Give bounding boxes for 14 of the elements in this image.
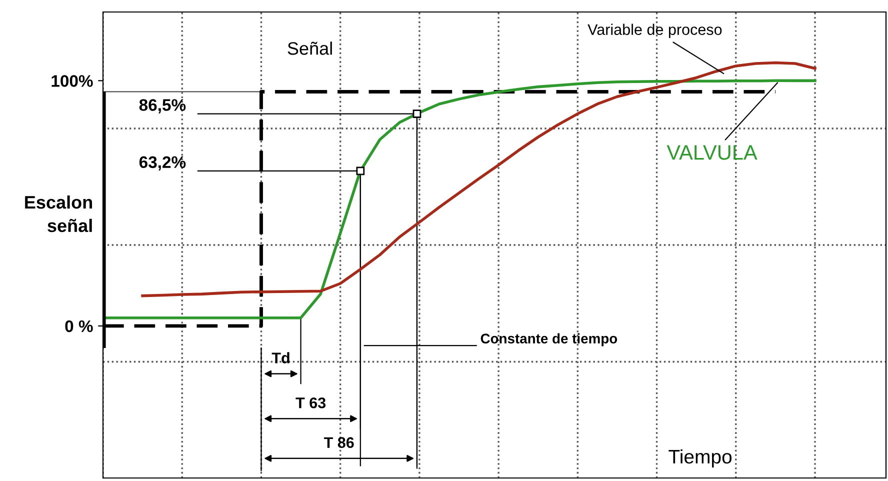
annotation: T 86 bbox=[324, 437, 354, 448]
annotation: Td bbox=[272, 352, 290, 364]
text: VALVULA bbox=[666, 145, 758, 160]
y-axis-title: Escalon señal bbox=[25, 195, 92, 232]
text: Variable de proceso bbox=[588, 24, 722, 38]
ref-line-label: 63,2% bbox=[139, 156, 186, 170]
x-axis-title: Tiempo bbox=[668, 449, 732, 468]
annotation: T 63 bbox=[296, 397, 326, 408]
text: Señal bbox=[288, 42, 332, 55]
y-tick-label: 0 % bbox=[65, 320, 93, 332]
ref-line-label: 86,5% bbox=[139, 99, 186, 114]
line-series bbox=[141, 61, 816, 298]
y-tick-label: 100% bbox=[52, 75, 93, 87]
annotation: Constante de tiempo bbox=[480, 333, 618, 346]
